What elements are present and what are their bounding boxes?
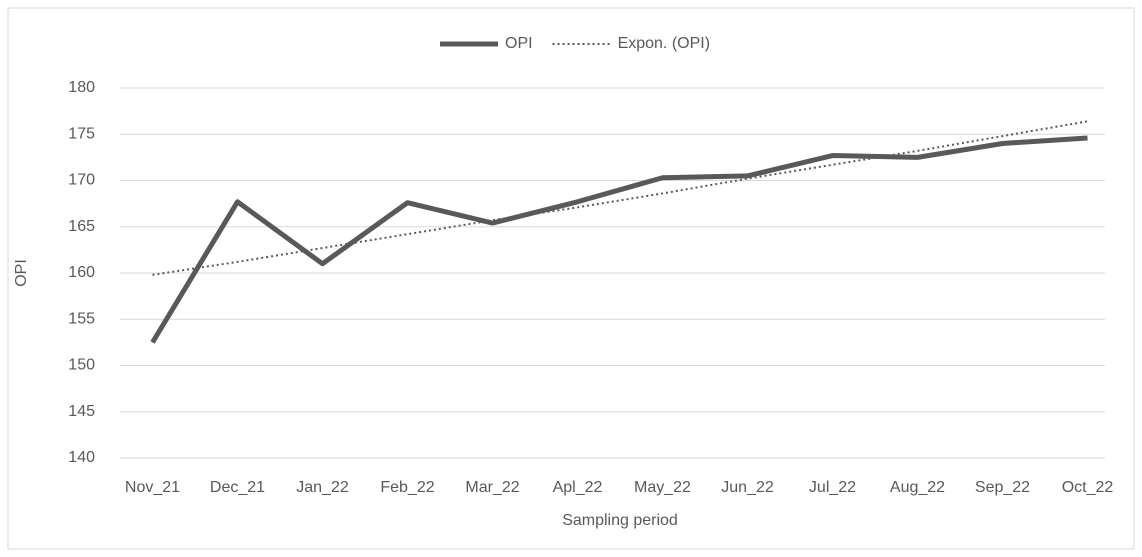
- x-tick-label: Aug_22: [890, 479, 945, 496]
- x-tick-label: Dec_21: [210, 479, 265, 496]
- y-axis-label: OPI: [13, 259, 30, 287]
- y-tick-label: 165: [68, 218, 95, 235]
- x-tick-label: May_22: [634, 479, 691, 496]
- x-tick-label: Jun_22: [721, 479, 774, 496]
- x-tick-label: Oct_22: [1062, 479, 1114, 496]
- y-tick-label: 150: [68, 357, 95, 374]
- y-tick-label: 145: [68, 403, 95, 420]
- x-tick-label: Apl_22: [553, 479, 603, 496]
- x-tick-label: Mar_22: [465, 479, 519, 496]
- legend-label: Expon. (OPI): [618, 35, 710, 52]
- y-tick-label: 160: [68, 264, 95, 281]
- y-tick-label: 140: [68, 449, 95, 466]
- line-series: [150, 135, 1088, 344]
- x-tick-label: Jan_22: [296, 479, 349, 496]
- legend-label: OPI: [505, 35, 533, 52]
- y-tick-label: 175: [68, 125, 95, 142]
- x-tick-label: Feb_22: [380, 479, 434, 496]
- x-axis-label: Sampling period: [562, 512, 678, 529]
- y-tick-label: 170: [68, 172, 95, 189]
- y-tick-label: 155: [68, 310, 95, 327]
- chart-frame: [7, 7, 1135, 550]
- x-tick-label: Sep_22: [975, 479, 1030, 496]
- x-tick-label: Jul_22: [809, 479, 856, 496]
- y-tick-label: 180: [68, 79, 95, 96]
- x-tick-label: Nov_21: [125, 479, 180, 496]
